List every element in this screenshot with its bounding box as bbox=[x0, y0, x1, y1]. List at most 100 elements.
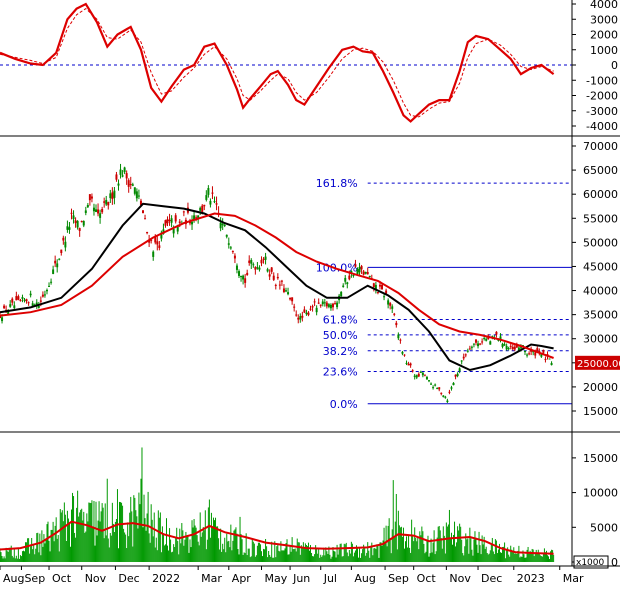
price-candle-body bbox=[528, 353, 531, 355]
price-candle-body bbox=[323, 302, 326, 304]
price-candle-body bbox=[336, 302, 339, 308]
price-candle-body bbox=[246, 272, 249, 276]
price-candle-body bbox=[305, 312, 308, 315]
price-candle-body bbox=[481, 341, 484, 343]
price-candle-body bbox=[242, 275, 245, 280]
price-candle-body bbox=[348, 275, 351, 280]
volume-panel: 15000 10000 5000 0 x1000 bbox=[0, 447, 618, 569]
price-candle-body bbox=[197, 215, 200, 219]
price-y-tick-label: 65000 bbox=[583, 164, 618, 177]
price-candle-body bbox=[193, 215, 196, 220]
price-candle-body bbox=[466, 350, 469, 352]
price-candle-body bbox=[532, 350, 535, 353]
price-candle-body bbox=[256, 267, 259, 269]
time-axis-label: Dec bbox=[118, 572, 139, 585]
price-candle-body bbox=[227, 243, 230, 245]
price-candle-body bbox=[207, 188, 210, 195]
price-candle-body bbox=[364, 271, 367, 274]
price-candle-body bbox=[41, 294, 44, 297]
price-candle-body bbox=[517, 347, 520, 351]
price-candle-body bbox=[70, 212, 73, 214]
price-candle-body bbox=[503, 344, 506, 346]
price-candle-body bbox=[411, 370, 414, 372]
oscillator-y-tick-label: 2000 bbox=[590, 29, 618, 42]
price-candle-body bbox=[383, 296, 386, 298]
price-candle-body bbox=[289, 297, 292, 300]
price-candle-body bbox=[201, 205, 204, 212]
price-candle-body bbox=[156, 241, 159, 245]
fibonacci-level-label: 61.8% bbox=[323, 313, 358, 326]
price-candle-body bbox=[297, 317, 300, 320]
oscillator-y-tick-label: 0 bbox=[611, 59, 618, 72]
price-candle-body bbox=[74, 220, 77, 224]
price-moving-average-line bbox=[0, 212, 554, 359]
price-candle-body bbox=[483, 338, 486, 340]
time-axis-label: 2023 bbox=[517, 572, 545, 585]
time-axis-label: Jun bbox=[292, 572, 310, 585]
price-candle-body bbox=[378, 284, 381, 287]
price-candle-body bbox=[248, 260, 251, 263]
price-candle-body bbox=[513, 346, 516, 350]
oscillator-series-line bbox=[0, 7, 554, 118]
price-candle-body bbox=[39, 300, 42, 302]
price-candle-body bbox=[372, 283, 375, 288]
price-candle-body bbox=[468, 348, 471, 350]
oscillator-y-tick-label: 1000 bbox=[590, 44, 618, 57]
price-candle-body bbox=[107, 202, 110, 206]
price-candle-body bbox=[244, 278, 247, 283]
price-candle-body bbox=[103, 201, 106, 203]
price-candle-body bbox=[37, 305, 40, 308]
price-candle-body bbox=[270, 267, 273, 272]
price-candle-body bbox=[21, 297, 24, 299]
price-candle-body bbox=[456, 373, 459, 377]
price-candle-body bbox=[464, 354, 467, 356]
time-axis-label: Aug bbox=[354, 572, 375, 585]
price-candle-body bbox=[27, 302, 30, 304]
price-candle-body bbox=[477, 343, 480, 347]
price-y-tick-label: 30000 bbox=[583, 333, 618, 346]
price-candle-body bbox=[223, 225, 226, 227]
price-candle-body bbox=[139, 200, 142, 206]
price-candle-body bbox=[101, 208, 104, 213]
time-axis-label: May bbox=[264, 572, 287, 585]
time-axis-label: Sep bbox=[388, 572, 409, 585]
price-candle-body bbox=[342, 285, 345, 287]
price-candle-body bbox=[152, 251, 155, 257]
price-candle-body bbox=[387, 300, 390, 305]
price-candle-body bbox=[315, 307, 318, 313]
price-candle-body bbox=[254, 267, 257, 270]
price-candle-body bbox=[285, 290, 287, 292]
price-candle-body bbox=[205, 195, 208, 200]
volume-y-tick-label: 5000 bbox=[590, 521, 618, 534]
price-y-tick-label: 35000 bbox=[583, 309, 618, 322]
price-candle-body bbox=[360, 266, 363, 270]
price-candle-body bbox=[425, 377, 428, 380]
price-candle-body bbox=[174, 215, 177, 222]
oscillator-series-line bbox=[0, 2, 555, 123]
price-candle-body bbox=[462, 356, 465, 359]
price-candle-body bbox=[534, 352, 537, 356]
price-candle-body bbox=[129, 184, 132, 186]
price-candle-body bbox=[489, 341, 492, 345]
price-candle-body bbox=[133, 187, 136, 194]
time-axis-label: Dec bbox=[481, 572, 502, 585]
price-candle-body bbox=[258, 267, 261, 270]
price-candle-body bbox=[82, 221, 85, 226]
price-candle-body bbox=[526, 354, 529, 356]
price-moving-average-line bbox=[0, 202, 554, 372]
price-candle-body bbox=[240, 276, 243, 278]
price-candle-body bbox=[436, 388, 439, 390]
price-candle-body bbox=[92, 207, 95, 212]
time-axis-label: Jul bbox=[323, 572, 337, 585]
price-candle-body bbox=[442, 395, 445, 397]
price-candle-body bbox=[395, 322, 398, 326]
price-candle-body bbox=[450, 387, 453, 389]
price-y-tick-label: 60000 bbox=[583, 188, 618, 201]
oscillator-y-tick-label: -3000 bbox=[586, 105, 618, 118]
price-candle-body bbox=[231, 251, 234, 253]
price-candle-body bbox=[417, 373, 420, 377]
price-candle-body bbox=[460, 360, 463, 362]
time-axis-label: Mar bbox=[201, 572, 222, 585]
price-candle-body bbox=[405, 362, 408, 364]
